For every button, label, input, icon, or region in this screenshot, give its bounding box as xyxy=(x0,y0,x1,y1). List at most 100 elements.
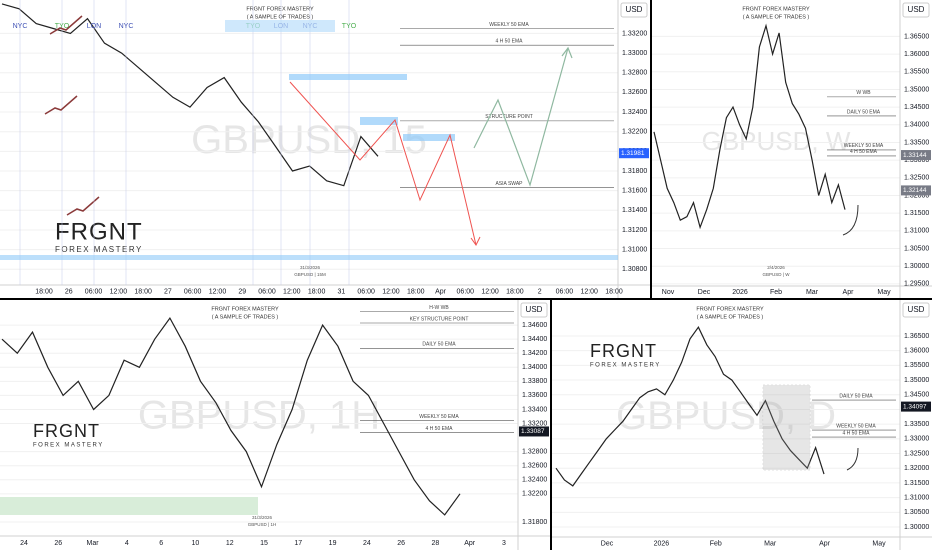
y-tick-label: 1.34200 xyxy=(522,350,547,357)
chart-panel: GBPUSD, W 1.36500 1.36000 1.35500 1.35000 1.3… xyxy=(652,0,932,298)
annotation: 4 H 50 EMA xyxy=(496,39,524,45)
annotation: WEEKLY 50 EMA xyxy=(419,414,459,420)
annotation: W WB xyxy=(856,90,871,96)
logo: FRGNT xyxy=(590,341,657,361)
chart-panel: GBPUSD, D 1.36500 1.36000 1.35500 1.35000 1.3… xyxy=(49,15,932,550)
zone xyxy=(225,20,335,32)
logo-mark xyxy=(49,15,83,35)
zone xyxy=(0,497,258,515)
x-tick-label: 2026 xyxy=(654,540,670,547)
y-tick-label: 1.31800 xyxy=(522,519,547,526)
session-label: NYC xyxy=(119,23,134,30)
logo-sub: FOREX MASTERY xyxy=(590,363,661,369)
x-tick-label: 06:00 xyxy=(556,288,574,295)
x-tick-label: Apr xyxy=(843,289,855,296)
y-tick-label: 1.35500 xyxy=(904,69,929,76)
y-tick-label: 1.31500 xyxy=(904,210,929,217)
x-tick-label: 2 xyxy=(538,288,542,295)
y-tick-label: 1.32400 xyxy=(522,477,547,484)
annotation: WEEKLY 50 EMA xyxy=(836,423,876,429)
session-label: LON xyxy=(87,23,101,30)
price-tag xyxy=(901,185,931,196)
y-tick-label: 1.34500 xyxy=(904,392,929,399)
x-tick-label: 12:00 xyxy=(580,288,598,295)
y-tick-label: 1.32200 xyxy=(522,491,547,498)
annotation: DAILY 50 EMA xyxy=(839,393,873,399)
x-tick-label: 12 xyxy=(226,540,234,547)
y-tick-label: 1.32500 xyxy=(904,175,929,182)
y-tick-label: 1.32800 xyxy=(622,70,647,77)
x-tick-label: 12:00 xyxy=(283,288,301,295)
drawings xyxy=(0,20,859,515)
x-tick-label: 18:00 xyxy=(407,288,425,295)
y-tick-label: 1.33600 xyxy=(522,392,547,399)
annotation: WEEKLY 50 EMA xyxy=(844,143,884,149)
y-tick-label: 1.33500 xyxy=(904,139,929,146)
x-tick-label: 6 xyxy=(159,540,163,547)
y-tick-label: 1.32200 xyxy=(622,129,647,136)
y-tick-label: 1.31400 xyxy=(622,207,647,214)
annotation: WEEKLY 50 EMA xyxy=(489,22,529,28)
y-tick-label: 1.35000 xyxy=(904,377,929,384)
x-tick-label: 26 xyxy=(54,540,62,547)
y-tick-label: 1.33500 xyxy=(904,421,929,428)
price-tag xyxy=(619,148,649,159)
x-tick-label: 12:00 xyxy=(481,288,499,295)
footnote: GBPUSD | 1H xyxy=(248,522,276,527)
x-tick-label: 19 xyxy=(329,540,337,547)
currency: USD xyxy=(526,305,543,314)
x-tick-label: 28 xyxy=(432,540,440,547)
session-label: NYC xyxy=(13,23,28,30)
y-tick-label: 1.34500 xyxy=(904,104,929,111)
y-tick-label: 1.33000 xyxy=(622,50,647,57)
chart-title: FRGNT FOREX MASTERY xyxy=(742,6,810,12)
x-tick-label: 18:00 xyxy=(605,288,623,295)
projection-down xyxy=(289,81,477,246)
watermark: GBPUSD, 15 xyxy=(191,118,427,162)
watermark: GBPUSD, W xyxy=(702,126,851,156)
logo-sub: FOREX MASTERY xyxy=(33,443,104,449)
arrow-head xyxy=(561,46,573,59)
chart-subtitle: ( A SAMPLE OF TRADES ) xyxy=(743,14,810,20)
y-tick-label: 1.34000 xyxy=(522,364,547,371)
x-tick-label: 06:00 xyxy=(184,288,202,295)
y-tick-label: 1.30500 xyxy=(904,245,929,252)
price-tag-label: 1.34097 xyxy=(903,403,927,410)
price-line xyxy=(555,326,825,487)
price-tag-label: 1.33144 xyxy=(903,152,927,159)
annotation: DAILY 50 EMA xyxy=(422,342,456,348)
footnote: 31/3/2026 xyxy=(252,515,273,520)
chart-subtitle: ( A SAMPLE OF TRADES ) xyxy=(247,14,314,20)
chart-title: FRGNT FOREX MASTERY xyxy=(246,6,314,12)
x-tick-label: May xyxy=(877,289,891,296)
logo: FRGNT xyxy=(55,218,143,245)
y-tick-label: 1.36000 xyxy=(904,51,929,58)
y-tick-label: 1.33000 xyxy=(904,157,929,164)
annotation: H-W WB xyxy=(429,305,449,311)
x-tick-label: 31 xyxy=(337,288,345,295)
x-tick-label: 24 xyxy=(363,540,371,547)
x-tick-label: Nov xyxy=(662,289,675,296)
zone xyxy=(289,74,407,80)
y-tick-label: 1.31000 xyxy=(904,494,929,501)
y-tick-label: 1.34000 xyxy=(904,122,929,129)
x-tick-label: 29 xyxy=(238,288,246,295)
x-tick-label: 17 xyxy=(294,540,302,547)
annotation: 4 H 50 EMA xyxy=(850,149,878,155)
x-tick-label: 06:00 xyxy=(357,288,375,295)
y-tick-label: 1.35000 xyxy=(904,86,929,93)
x-tick-label: 3 xyxy=(502,540,506,547)
y-tick-label: 1.34600 xyxy=(522,322,547,329)
y-tick-label: 1.32500 xyxy=(904,450,929,457)
x-tick-label: Mar xyxy=(87,540,100,547)
y-tick-label: 1.31600 xyxy=(622,187,647,194)
projection-up xyxy=(473,47,569,187)
y-tick-label: 1.32400 xyxy=(622,109,647,116)
currency: USD xyxy=(626,5,643,14)
logo-mark xyxy=(44,95,78,115)
price-line xyxy=(653,23,846,230)
y-tick-label: 1.32000 xyxy=(904,192,929,199)
x-tick-label: 24 xyxy=(20,540,28,547)
x-tick-label: May xyxy=(872,540,886,547)
currency-box xyxy=(620,2,648,18)
